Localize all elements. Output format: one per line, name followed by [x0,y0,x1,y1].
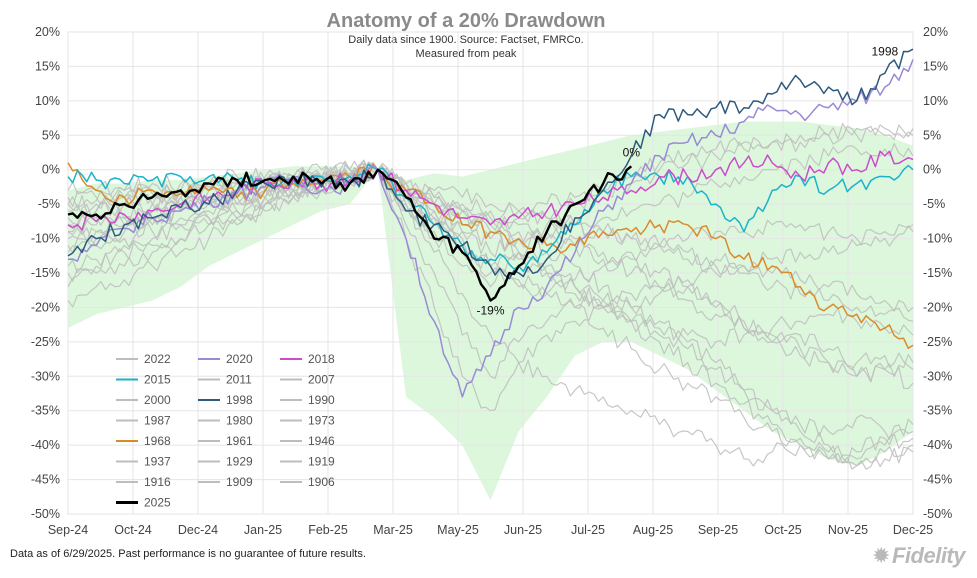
legend: 2022 2015 2000 1987 1968 1937 1916 2025 2020 2011… [116,352,335,510]
footer-note: Data as of 6/29/2025. Past performance i… [10,548,366,560]
x-tick-label: Oct-25 [764,523,802,537]
y-tick-label-left: 5% [42,128,60,142]
series-line-1929 [67,161,914,467]
x-tick-label: Jun-25 [504,523,542,537]
y-tick-label-left: -30% [31,369,60,383]
chart-subtitle: Daily data since 1900. Source: Factset, … [348,34,583,46]
legend-label-2011: 2011 [226,373,252,387]
y-tick-label-left: -20% [31,300,60,314]
x-tick-label: Jan-25 [244,523,282,537]
series-line-2020 [67,59,914,398]
legend-label-1990: 1990 [308,393,335,407]
y-tick-label-right: -10% [923,232,952,246]
legend-label-1906: 1906 [308,475,335,489]
y-tick-label-right: -35% [923,404,952,418]
legend-label-2007: 2007 [308,373,335,387]
fidelity-mark-icon: ✹ [872,543,890,568]
y-tick-label-left: -40% [31,438,60,452]
x-tick-label: Oct-24 [114,523,152,537]
legend-label-1919: 1919 [308,455,335,469]
annotation--19%: -19% [476,304,504,318]
y-tick-label-right: -50% [923,507,952,521]
series-line-1906 [67,163,914,470]
legend-label-1973: 1973 [308,414,335,428]
y-tick-label-left: -25% [31,335,60,349]
y-tick-label-right: -45% [923,473,952,487]
chart-title: Anatomy of a 20% Drawdown [327,10,606,32]
legend-label-1909: 1909 [226,475,253,489]
range-band [68,121,913,501]
x-tick-label: Mar-25 [373,523,413,537]
legend-label-1916: 1916 [144,475,171,489]
x-tick-label: May-25 [437,523,479,537]
y-tick-label-right: -20% [923,300,952,314]
legend-label-2020: 2020 [226,352,253,366]
y-tick-label-left: -15% [31,266,60,280]
legend-label-2022: 2022 [144,352,171,366]
series-line-1968 [67,162,914,350]
y-tick-label-right: -40% [923,438,952,452]
x-tick-label: Aug-25 [633,523,673,537]
legend-label-2015: 2015 [144,373,171,387]
annotation-0%: 0% [623,145,641,159]
y-tick-label-left: 15% [35,59,60,73]
y-tick-label-left: -45% [31,473,60,487]
y-tick-label-left: 10% [35,94,60,108]
y-tick-label-right: 15% [923,59,948,73]
plot-area: 20% 20% 15% 15% 10% 10% 5% 5% 0% 0% -5% -5% -10% -10%… [31,25,952,537]
series-line-1987 [67,164,914,379]
legend-label-1961: 1961 [226,434,253,448]
logo-text: Fidelity [891,543,966,568]
series-line-2025 [67,165,633,302]
x-tick-label: Feb-25 [308,523,348,537]
annotation-1998: 1998 [871,44,898,58]
legend-label-1929: 1929 [226,455,253,469]
y-tick-label-right: -15% [923,266,952,280]
series-line-2015 [67,163,914,273]
y-tick-label-right: 0% [923,163,941,177]
x-tick-label: Sep-25 [698,523,738,537]
legend-label-1980: 1980 [226,414,253,428]
y-tick-label-right: -25% [923,335,952,349]
y-tick-label-left: -50% [31,507,60,521]
legend-label-2018: 2018 [308,352,335,366]
x-tick-label: Sep-24 [48,523,88,537]
legend-label-1968: 1968 [144,434,171,448]
x-tick-label: Nov-25 [828,523,868,537]
y-tick-label-right: 5% [923,128,941,142]
legend-label-2025: 2025 [144,496,171,510]
legend-label-1987: 1987 [144,414,171,428]
y-tick-label-right: 20% [923,25,948,39]
legend-label-1937: 1937 [144,455,171,469]
legend-label-2000: 2000 [144,393,171,407]
series-line-2018 [67,150,914,231]
y-tick-label-right: -30% [923,369,952,383]
y-tick-label-left: -5% [38,197,60,211]
y-tick-label-right: 10% [923,94,948,108]
series-line-1998 [67,48,914,280]
y-tick-label-left: -10% [31,232,60,246]
y-tick-label-left: 20% [35,25,60,39]
y-tick-label-right: -5% [923,197,945,211]
chart-measure-note: Measured from peak [416,48,517,60]
x-tick-label: Dec-25 [893,523,933,537]
x-tick-label: Jul-25 [571,523,605,537]
legend-label-1998: 1998 [226,393,253,407]
x-tick-label: Dec-24 [178,523,218,537]
y-tick-label-left: -35% [31,404,60,418]
legend-label-1946: 1946 [308,434,335,448]
y-tick-label-left: 0% [42,163,60,177]
fidelity-logo: ✹Fidelity [872,543,965,569]
